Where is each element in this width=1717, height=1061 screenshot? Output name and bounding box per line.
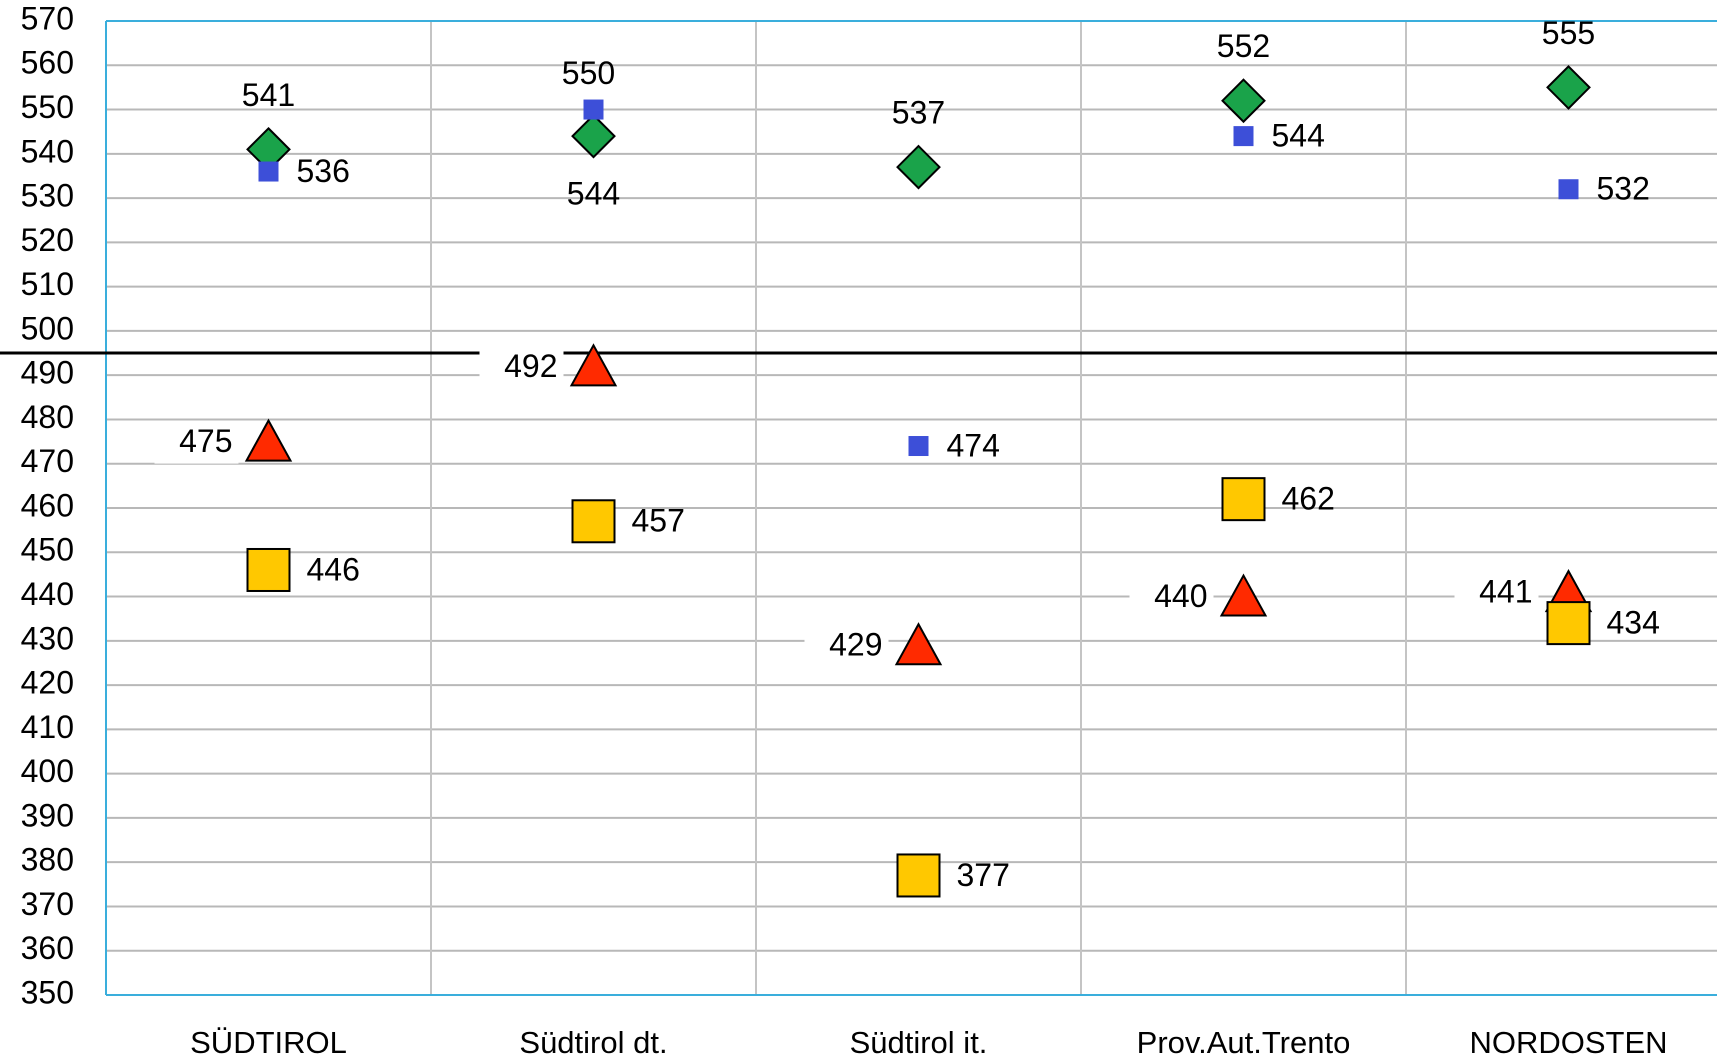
square-marker — [1233, 126, 1254, 147]
triangle-marker — [1219, 573, 1268, 617]
data-label: 457 — [632, 503, 685, 539]
y-tick-label: 360 — [21, 930, 74, 966]
square-marker — [1221, 477, 1266, 522]
square-marker — [908, 436, 929, 457]
data-label: 474 — [947, 427, 1000, 463]
y-tick-label: 460 — [21, 487, 74, 523]
y-tick-label: 430 — [21, 620, 74, 656]
y-tick-label: 400 — [21, 753, 74, 789]
square-marker — [1558, 179, 1579, 200]
data-label: 377 — [957, 857, 1010, 893]
square-marker — [246, 547, 291, 592]
data-label: 550 — [562, 55, 615, 91]
y-tick-label: 440 — [21, 576, 74, 612]
diamond-marker — [896, 144, 941, 190]
square-marker — [258, 161, 279, 182]
y-tick-label: 540 — [21, 133, 74, 169]
y-tick-label: 390 — [21, 797, 74, 833]
triangle-marker — [244, 418, 293, 462]
square-marker — [1546, 601, 1591, 646]
y-tick-label: 350 — [21, 974, 74, 1010]
data-label: 492 — [504, 348, 557, 384]
data-label: 537 — [892, 95, 945, 131]
square-marker — [583, 99, 604, 120]
x-tick-label: Südtirol it. — [850, 1025, 988, 1060]
triangle-marker — [894, 622, 943, 666]
diamond-marker — [1221, 78, 1266, 124]
y-tick-label: 490 — [21, 355, 74, 391]
data-label: 440 — [1154, 578, 1207, 614]
y-tick-label: 550 — [21, 89, 74, 125]
diamond-marker — [1546, 64, 1591, 110]
label-background — [804, 627, 889, 668]
y-tick-label: 410 — [21, 709, 74, 745]
data-label: 536 — [297, 153, 350, 189]
y-tick-label: 420 — [21, 665, 74, 701]
x-tick-label: Südtirol dt. — [519, 1025, 667, 1060]
y-tick-label: 370 — [21, 886, 74, 922]
y-tick-label: 380 — [21, 842, 74, 878]
square-marker — [571, 499, 616, 544]
label-background — [1454, 574, 1539, 615]
x-tick-label: SÜDTIROL — [190, 1025, 347, 1060]
data-label: 544 — [567, 176, 620, 212]
y-tick-label: 530 — [21, 178, 74, 214]
data-label: 446 — [307, 551, 360, 587]
square-marker — [896, 853, 941, 898]
triangle-marker — [569, 343, 618, 387]
data-label: 544 — [1272, 118, 1325, 154]
data-label: 434 — [1607, 605, 1660, 641]
label-background — [154, 423, 239, 464]
data-label: 552 — [1217, 28, 1270, 64]
x-tick-label: NORDOSTEN — [1469, 1025, 1667, 1060]
data-label: 462 — [1282, 481, 1335, 517]
x-tick-label: Prov.Aut.Trento — [1137, 1025, 1351, 1060]
y-tick-label: 520 — [21, 222, 74, 258]
data-label: 475 — [179, 423, 232, 459]
y-tick-label: 450 — [21, 532, 74, 568]
data-label: 541 — [242, 77, 295, 113]
y-tick-label: 510 — [21, 266, 74, 302]
label-background — [479, 348, 564, 389]
diamond-marker — [571, 113, 616, 159]
label-background — [1129, 578, 1214, 619]
y-tick-label: 480 — [21, 399, 74, 435]
data-label: 429 — [829, 627, 882, 663]
data-label: 441 — [1479, 574, 1532, 610]
y-tick-label: 570 — [21, 0, 74, 36]
y-tick-label: 500 — [21, 310, 74, 346]
data-label: 555 — [1542, 15, 1595, 51]
y-tick-label: 470 — [21, 443, 74, 479]
data-label: 532 — [1597, 171, 1650, 207]
y-tick-label: 560 — [21, 45, 74, 81]
